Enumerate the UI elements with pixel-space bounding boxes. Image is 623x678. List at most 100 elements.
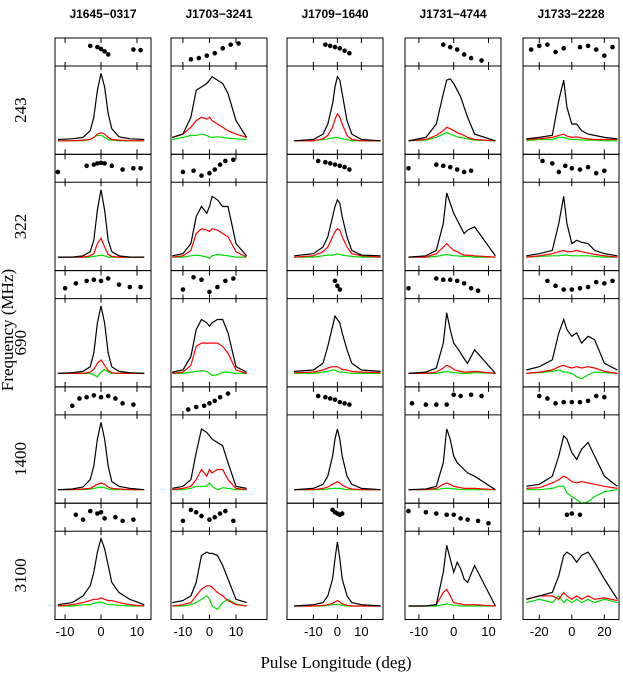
pa-point: [98, 160, 104, 166]
panel-frame: [170, 153, 268, 272]
profile-line: [172, 116, 247, 138]
pa-point: [223, 278, 228, 284]
pa-point: [131, 47, 136, 52]
pa-point: [536, 43, 542, 49]
pa-point: [553, 283, 558, 289]
pa-point: [536, 393, 542, 399]
pa-point: [120, 401, 125, 406]
profile-line: [172, 75, 248, 138]
profile-line: [408, 126, 496, 142]
profile-line: [408, 370, 496, 374]
profile-line: [526, 369, 618, 380]
x-tick-label: -10: [410, 624, 429, 639]
pa-point: [569, 511, 575, 516]
pa-point: [528, 47, 534, 52]
pa-point: [577, 399, 583, 405]
pa-point: [593, 47, 599, 52]
pa-point: [102, 161, 107, 166]
pa-point: [73, 512, 79, 518]
profile-line: [526, 317, 618, 371]
pa-point: [447, 277, 453, 283]
profile-line: [172, 595, 247, 611]
pa-point: [315, 393, 321, 399]
pa-point: [223, 158, 228, 164]
pa-point: [217, 511, 223, 516]
profile-line: [408, 242, 496, 258]
pa-point: [315, 158, 321, 164]
pa-point: [77, 396, 82, 401]
x-tick-label: -10: [304, 624, 323, 639]
profile-line: [294, 369, 381, 374]
pa-point: [479, 58, 484, 63]
pa-point: [212, 398, 218, 404]
pa-point: [185, 407, 191, 412]
pa-point: [69, 403, 75, 409]
pa-point: [199, 277, 204, 283]
column-title: J1731−4744: [419, 7, 486, 21]
pa-point: [406, 508, 411, 514]
pa-point: [180, 169, 186, 175]
pa-point: [87, 508, 93, 514]
row-label: 3100: [11, 558, 30, 592]
x-axis-label: Pulse Longitude (deg): [260, 653, 411, 672]
pa-point: [91, 393, 97, 398]
pa-point: [87, 43, 93, 49]
pa-point: [138, 166, 143, 171]
profile-line: [294, 541, 381, 607]
pa-point: [440, 277, 446, 283]
x-tick-label: 20: [597, 624, 611, 639]
pa-point: [602, 53, 607, 58]
profile-line: [172, 133, 247, 141]
pa-point: [465, 517, 470, 522]
pa-point: [569, 399, 575, 405]
panel-frame: [286, 153, 384, 272]
pa-point: [444, 512, 450, 518]
pa-point: [207, 170, 212, 176]
pa-point: [62, 285, 68, 291]
pa-point: [207, 401, 212, 406]
pa-point: [116, 282, 122, 287]
pa-point: [540, 158, 545, 164]
pa-point: [342, 164, 347, 170]
profile-line: [57, 358, 145, 374]
pa-point: [193, 404, 199, 410]
column-title: J1733−2228: [537, 7, 604, 21]
pa-point: [569, 287, 575, 292]
pa-point: [440, 42, 446, 47]
pa-point: [102, 49, 107, 54]
profile-line: [172, 342, 247, 374]
panel-frame: [286, 386, 384, 504]
profile-line: [526, 364, 618, 374]
profile-line: [408, 253, 496, 258]
profile-line: [408, 192, 496, 258]
profile-line: [172, 195, 248, 257]
pa-point: [347, 402, 352, 407]
profile-line: [172, 318, 247, 373]
pa-point: [447, 44, 453, 50]
profile-line: [294, 428, 381, 491]
x-tick-label: 0: [450, 624, 457, 639]
panel-frame: [170, 386, 268, 504]
pa-point: [593, 279, 599, 285]
y-axis-label: Frequency (MHz): [0, 269, 17, 391]
pa-point: [461, 52, 467, 57]
column-title: J1709−1640: [301, 7, 368, 21]
pa-point: [602, 168, 607, 174]
pa-point: [337, 287, 343, 292]
pa-point: [610, 44, 615, 50]
pa-point: [545, 278, 550, 284]
profile-line: [526, 475, 618, 489]
row-label: 243: [11, 97, 30, 123]
pa-point: [217, 394, 223, 400]
profile-line: [408, 132, 496, 142]
pa-point: [138, 284, 143, 290]
pa-point: [585, 284, 591, 290]
pa-point: [225, 391, 231, 396]
pa-point: [423, 402, 429, 407]
pa-point: [231, 518, 236, 524]
pa-point: [113, 514, 118, 520]
panel-frame: [170, 502, 268, 621]
pa-point: [577, 285, 583, 291]
pa-point: [337, 46, 343, 51]
